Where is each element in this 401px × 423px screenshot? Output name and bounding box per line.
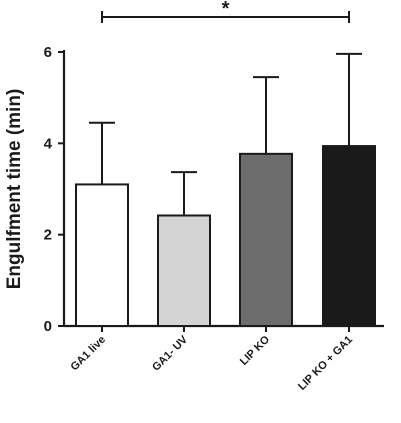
y-tick-label: 6 [44,44,52,61]
category-label: GA1 live [69,334,109,374]
y-tick-label: 2 [44,227,52,244]
bar [239,152,293,327]
bar [157,214,211,327]
y-axis-label: Engulfment time (min) [4,89,25,290]
category-label: LIP KO [238,333,273,368]
significance-label: * [222,0,230,20]
bar [322,145,376,327]
y-tick-label: 0 [44,318,52,335]
bar [75,183,129,327]
y-tick-label: 4 [44,135,53,152]
category-label: LIP KO + GA1 [296,334,355,393]
category-label: GA1- UV [150,333,191,374]
